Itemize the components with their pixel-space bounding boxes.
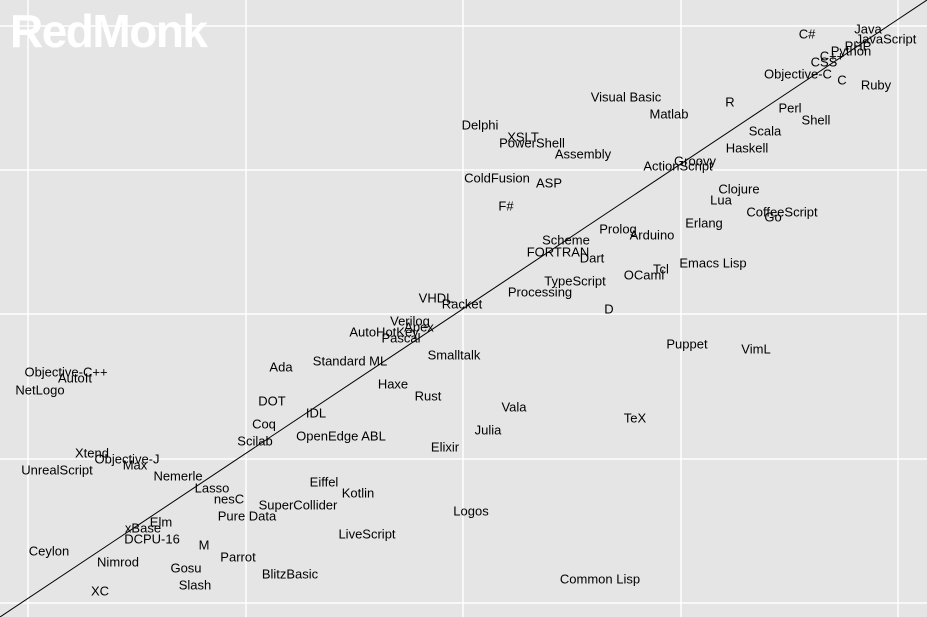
point-label-xslt: XSLT <box>507 130 539 145</box>
point-label-coq: Coq <box>252 417 276 432</box>
point-label-processing: Processing <box>508 285 572 300</box>
redmonk-watermark: RedMonk <box>10 5 208 57</box>
point-label-racket: Racket <box>442 297 483 312</box>
point-label-ceylon: Ceylon <box>29 544 69 559</box>
point-label-xc: XC <box>91 584 109 599</box>
point-label-clojure: Clojure <box>718 182 759 197</box>
point-label-powershell: PowerShell <box>499 136 565 151</box>
point-label-julia: Julia <box>475 423 503 438</box>
point-label-javascript: JavaScript <box>856 32 917 47</box>
point-label-haskell: Haskell <box>726 141 769 156</box>
point-label-objective-c: Objective-C <box>764 67 832 82</box>
point-label-elm: Elm <box>150 515 172 530</box>
point-label-rust: Rust <box>415 389 442 404</box>
point-label-standard-ml: Standard ML <box>313 354 387 369</box>
point-label-gosu: Gosu <box>170 561 201 576</box>
point-label-ruby: Ruby <box>861 78 892 93</box>
point-label-tex: TeX <box>624 411 647 426</box>
point-label-matlab: Matlab <box>649 107 688 122</box>
point-label-dcpu-16: DCPU-16 <box>124 532 180 547</box>
point-label-actionscript: ActionScript <box>643 159 713 174</box>
point-label-lasso: Lasso <box>195 481 230 496</box>
point-label-scilab: Scilab <box>237 434 272 449</box>
point-label-scala: Scala <box>749 124 782 139</box>
point-label-vhdl: VHDL <box>419 291 454 306</box>
point-label-visual-basic: Visual Basic <box>591 90 662 105</box>
point-label-nemerle: Nemerle <box>153 469 202 484</box>
point-label-go: Go <box>764 210 781 225</box>
point-label-emacs-lisp: Emacs Lisp <box>679 256 746 271</box>
point-label-php: PHP <box>845 39 872 54</box>
point-label-logos: Logos <box>453 504 489 519</box>
point-label-m: M <box>199 538 210 553</box>
point-label-fortran: FORTRAN <box>527 245 590 260</box>
point-label-livescript: LiveScript <box>338 527 395 542</box>
point-label-coffeescript: CoffeeScript <box>746 205 818 220</box>
point-label-viml: VimL <box>741 342 770 357</box>
point-label-openedge-abl: OpenEdge ABL <box>296 429 386 444</box>
point-label-erlang: Erlang <box>685 216 723 231</box>
point-label-prolog: Prolog <box>599 222 637 237</box>
point-label-pure-data: Pure Data <box>218 509 277 524</box>
point-label-common-lisp: Common Lisp <box>560 572 640 587</box>
point-label-assembly: Assembly <box>555 147 612 162</box>
point-label-kotlin: Kotlin <box>342 486 375 501</box>
point-label-nesc: nesC <box>214 492 244 507</box>
point-label-verilog: Verilog <box>390 314 430 329</box>
point-label-c: C <box>837 73 846 88</box>
point-label-netlogo: NetLogo <box>15 383 64 398</box>
point-label-ocaml: OCaml <box>624 268 665 283</box>
point-label-supercollider: SuperCollider <box>259 498 338 513</box>
point-label-pascal: Pascal <box>381 331 420 346</box>
language-labels: JavaJavaScriptC#PHPPythonC++CSSObjective… <box>15 22 916 599</box>
point-label-delphi: Delphi <box>462 118 499 133</box>
point-label-xbase: xBase <box>125 521 161 536</box>
point-label-ada: Ada <box>269 360 293 375</box>
point-label-apex: Apex <box>404 320 434 335</box>
point-label-dart: Dart <box>580 251 605 266</box>
point-label-eiffel: Eiffel <box>310 475 339 490</box>
point-label-groovy: Groovy <box>674 154 716 169</box>
point-label-asp: ASP <box>536 176 562 191</box>
point-label-coldfusion: ColdFusion <box>464 171 530 186</box>
point-label-autoit: AutoIt <box>58 371 92 386</box>
point-label-smalltalk: Smalltalk <box>428 348 481 363</box>
point-label-haxe: Haxe <box>378 377 408 392</box>
point-label-unrealscript: UnrealScript <box>21 463 93 478</box>
point-label-arduino: Arduino <box>630 228 675 243</box>
point-label-autohotkey: AutoHotKey <box>349 325 419 340</box>
point-label-idl: IDL <box>306 406 326 421</box>
point-label-xtend: Xtend <box>75 446 109 461</box>
point-label-c-: C++ <box>820 49 845 64</box>
point-label-max: Max <box>123 458 148 473</box>
point-label-puppet: Puppet <box>666 337 708 352</box>
point-label-objective-j: Objective-J <box>94 452 159 467</box>
point-label-r: R <box>725 95 734 110</box>
point-label-elixir: Elixir <box>431 440 460 455</box>
point-label-dot: DOT <box>258 394 286 409</box>
point-label-nimrod: Nimrod <box>97 555 139 570</box>
point-label-objective-c-: Objective-C++ <box>24 365 107 380</box>
point-label-css: CSS <box>811 55 838 70</box>
point-label-java: Java <box>854 22 882 37</box>
point-label-python: Python <box>831 44 871 59</box>
point-label-shell: Shell <box>802 113 831 128</box>
point-label-parrot: Parrot <box>220 550 256 565</box>
point-label-blitzbasic: BlitzBasic <box>262 567 319 582</box>
point-label-typescript: TypeScript <box>544 274 606 289</box>
point-label-scheme: Scheme <box>542 233 590 248</box>
point-label-d: D <box>604 302 613 317</box>
point-label-slash: Slash <box>179 578 212 593</box>
point-label-perl: Perl <box>778 101 801 116</box>
point-label-lua: Lua <box>710 193 732 208</box>
point-label-f-: F# <box>498 199 514 214</box>
point-label-vala: Vala <box>501 400 527 415</box>
point-label-c-: C# <box>799 27 816 42</box>
point-label-tcl: Tcl <box>653 262 669 277</box>
